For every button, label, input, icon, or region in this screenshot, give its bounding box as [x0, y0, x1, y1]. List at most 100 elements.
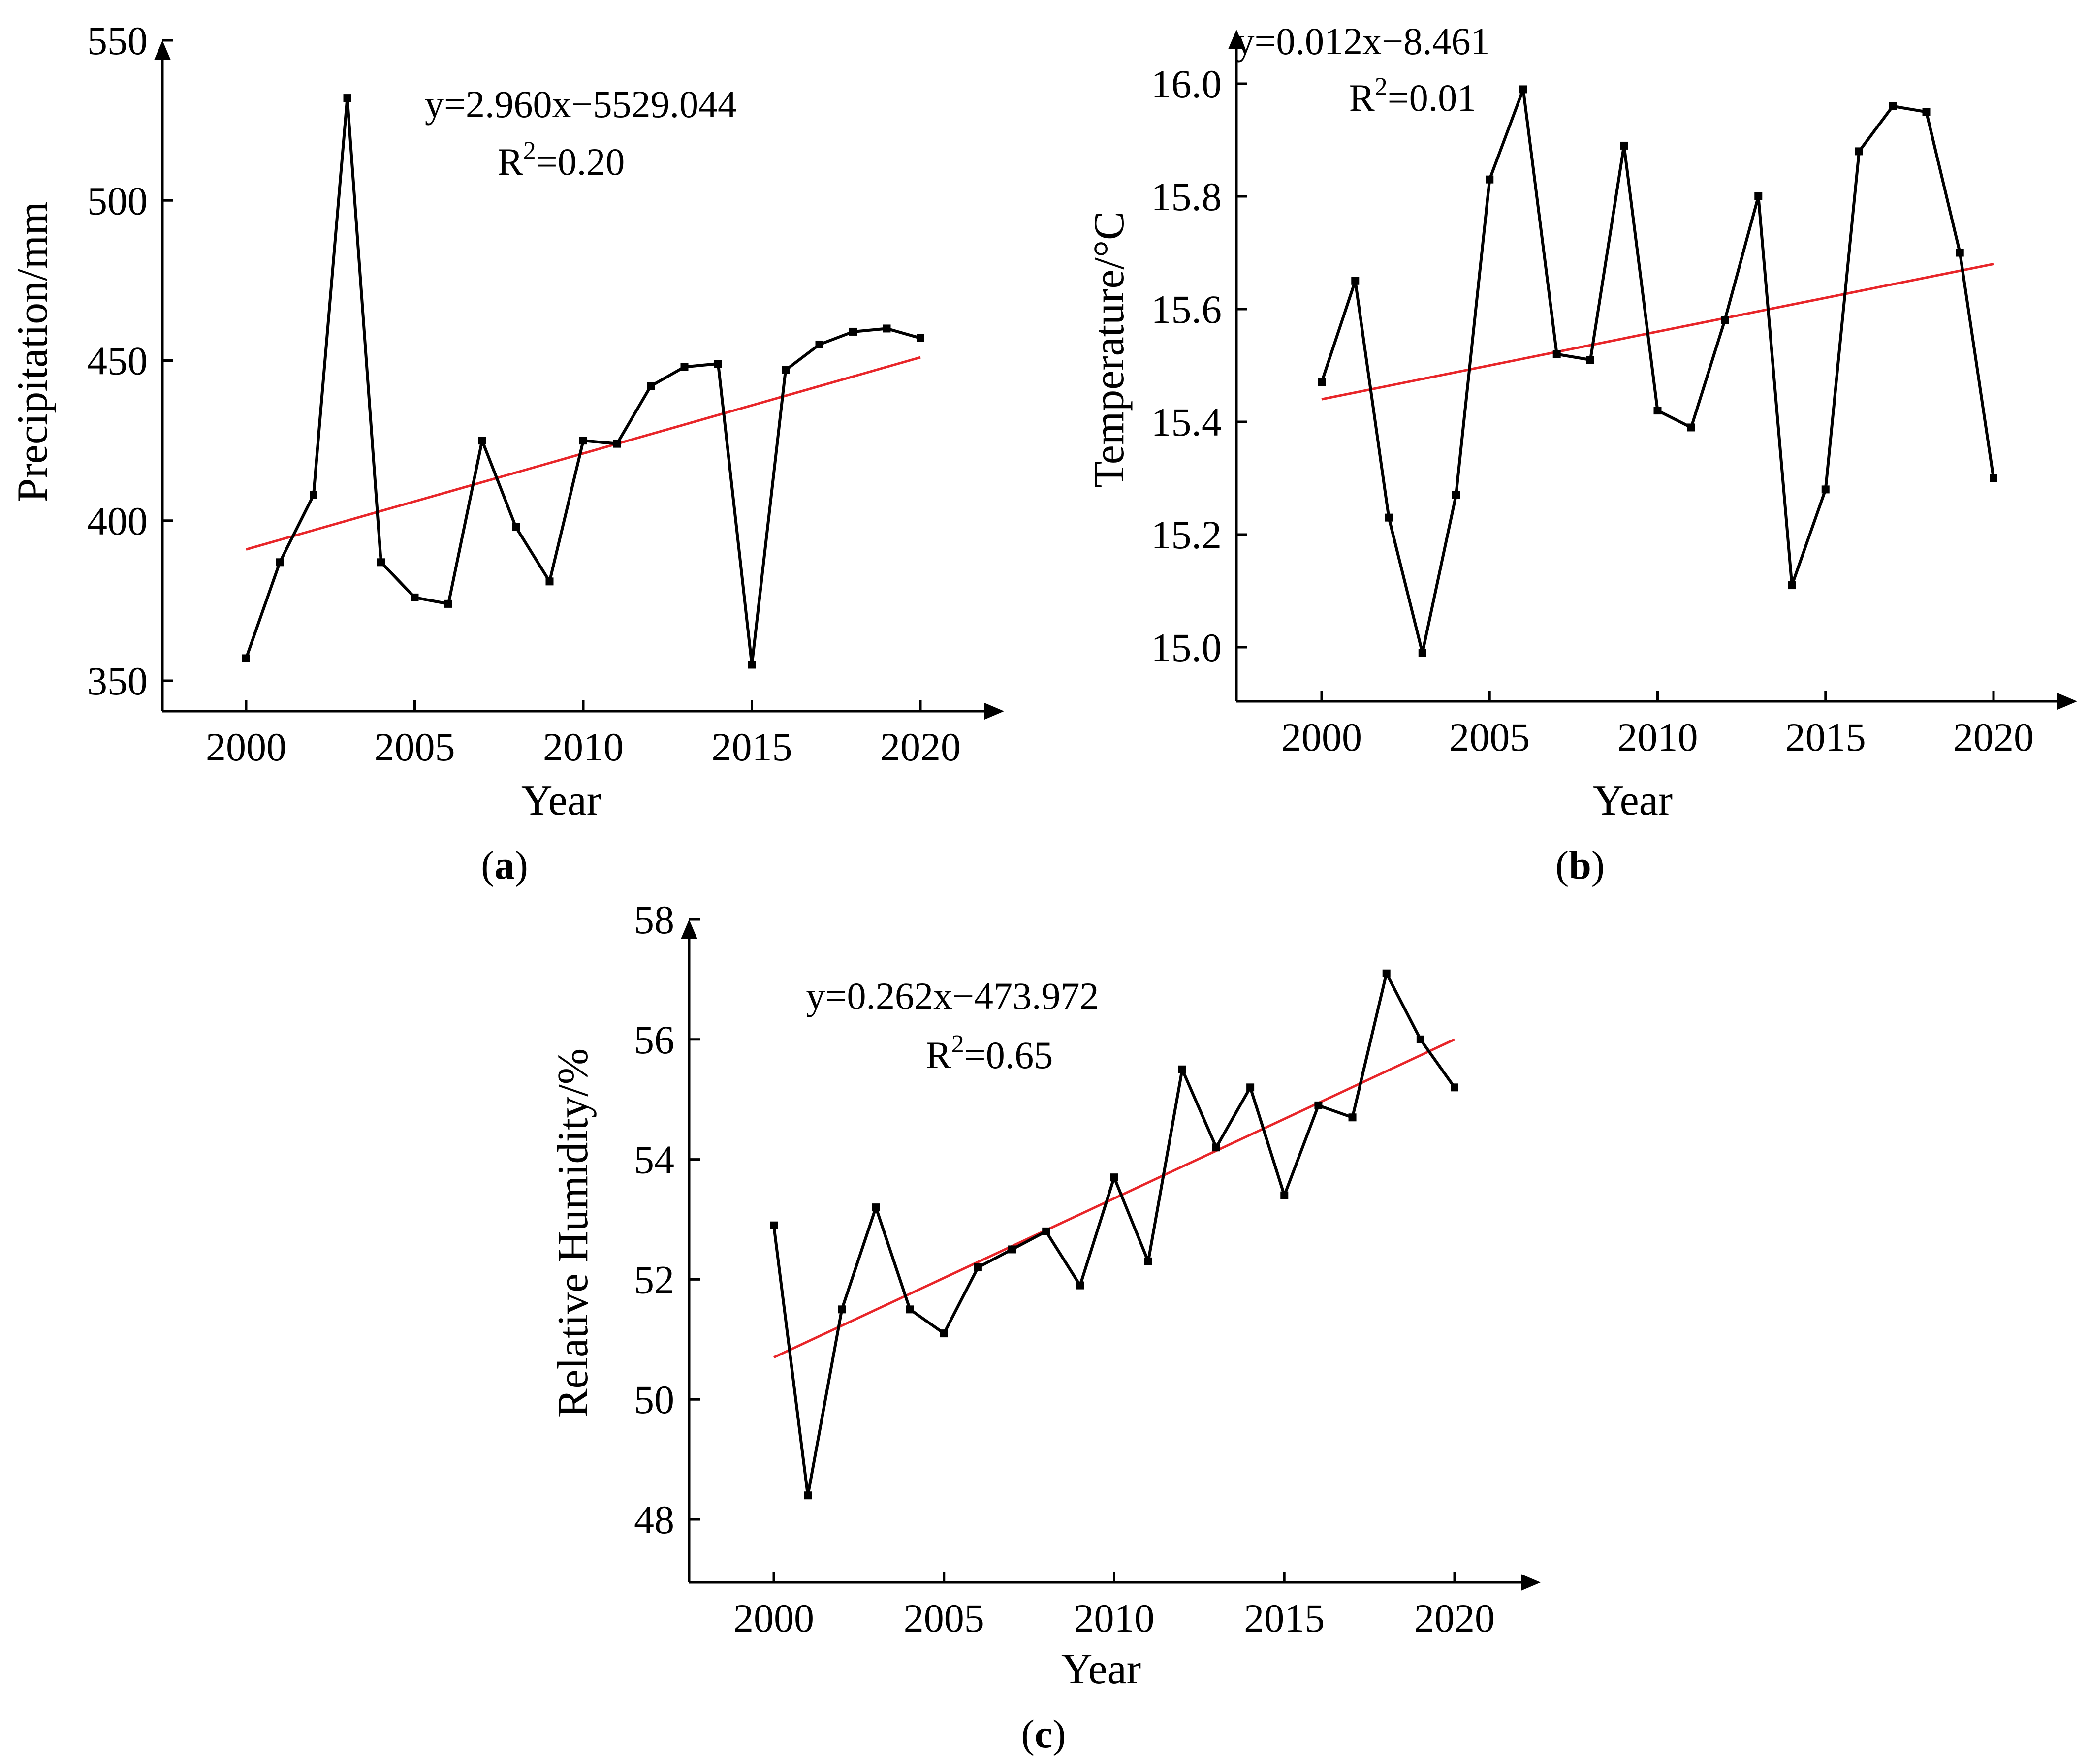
panel-c-y-tick-label: 50: [634, 1377, 674, 1422]
panel-c-data-point: [974, 1263, 982, 1272]
panel-c-data-point: [1280, 1191, 1289, 1199]
panel-a-r-squared: R2=0.20: [498, 137, 625, 183]
panel-a-data-point: [883, 324, 891, 333]
panel-b-data-point: [1687, 423, 1695, 432]
panel-c-data-point: [1110, 1173, 1118, 1182]
panel-b-data-point: [1519, 85, 1527, 94]
panel-c-data-point: [1382, 969, 1391, 977]
panel-c-x-tick-label: 2015: [1244, 1596, 1325, 1640]
panel-b-r-squared: R2=0.01: [1349, 73, 1477, 119]
panel-b-ticks-group: 2000 2005 2010 2015 2020 15.0 15.2 15.4 15.6 15.8…: [1151, 62, 2034, 759]
panel-b-caption-letter: b: [1569, 843, 1591, 887]
panel-a-caption-letter: a: [495, 843, 515, 887]
panel-c-trend-line: [773, 1038, 1456, 1359]
panel-c-caption-letter: c: [1035, 1711, 1052, 1756]
panel-b-series-line: [1320, 88, 1995, 655]
panel-a-x-tick-label: 2010: [543, 724, 624, 769]
panel-c-data-point: [1348, 1113, 1357, 1122]
panel-a-data-point: [276, 558, 284, 567]
panel-b-data-point: [1586, 356, 1594, 364]
panel-a-r-squared-sup: 2: [523, 137, 536, 165]
panel-a-data-point: [411, 593, 419, 601]
panel-b: 2000 2005 2010 2015 2020 15.0 15.2 15.4 15.6 15.8…: [1085, 20, 2077, 887]
panel-c-data-point: [1416, 1035, 1424, 1043]
panel-a-y-tick-label: 400: [87, 499, 148, 543]
panel-a-data-point: [310, 491, 317, 499]
panel-b-y-axis-title: Temperature/°C: [1085, 211, 1133, 488]
panel-a-data-point: [377, 558, 385, 567]
panel-b-data-point: [1855, 147, 1863, 156]
panel-c-data-point: [1076, 1281, 1084, 1290]
panel-b-axes: [1228, 30, 2077, 710]
panel-c-x-tick-label: 2020: [1414, 1596, 1495, 1640]
panel-a-data-point: [613, 440, 621, 448]
panel-c-data-point: [1451, 1083, 1458, 1092]
panel-c-r-squared-base: R: [926, 1034, 951, 1076]
panel-c-y-tick-label: 52: [634, 1257, 674, 1302]
panel-b-series-group: [1318, 85, 1997, 657]
panel-b-data-point: [1754, 192, 1763, 200]
panel-c-y-axis-title: Relative Humidity/%: [549, 1048, 597, 1418]
panel-c-trendline-group: [773, 1038, 1456, 1359]
panel-c-y-tick-label: 58: [634, 897, 674, 942]
panel-c-series-group: [770, 969, 1458, 1500]
panel-a-data-point: [849, 327, 857, 336]
panel-b-y-tick-label: 16.0: [1151, 62, 1222, 106]
panel-a-data-point: [478, 437, 486, 445]
panel-a-data-point: [748, 661, 756, 669]
panel-b-data-point: [1788, 581, 1796, 590]
panel-a-trendline-group: [246, 356, 921, 551]
panel-c-data-point: [1178, 1065, 1186, 1073]
panel-a-data-point: [242, 654, 250, 662]
panel-c-data-point: [838, 1305, 846, 1314]
panel-a-data-point: [815, 340, 823, 348]
panel-a-data-point: [579, 437, 587, 445]
panel-c-x-axis-arrow: [1521, 1574, 1541, 1591]
panel-b-x-tick-label: 2015: [1785, 715, 1866, 759]
panel-c-data-point: [1008, 1245, 1016, 1254]
panel-b-data-point: [1552, 350, 1561, 358]
panel-a-r-squared-value: =0.20: [536, 140, 625, 183]
panel-a-data-point: [545, 577, 554, 586]
panel-b-x-axis-title: Year: [1593, 777, 1673, 824]
panel-c-data-point: [872, 1203, 880, 1212]
panel-a-x-axis-title: Year: [521, 777, 601, 824]
panel-b-data-point: [1653, 407, 1662, 415]
panel-c-trend-equation: y=0.262x−473.972: [806, 975, 1099, 1017]
panel-b-y-tick-label: 15.4: [1151, 400, 1222, 444]
panel-b-data-point: [1351, 277, 1360, 285]
panel-b-data-point: [1620, 141, 1628, 150]
panel-b-y-axis-arrow: [1228, 30, 1245, 49]
panel-a-trend-equation: y=2.960x−5529.044: [425, 83, 737, 126]
panel-c-y-axis-arrow: [681, 919, 697, 939]
panel-c-r-squared: R2=0.65: [926, 1030, 1053, 1076]
panel-a-x-tick-label: 2020: [880, 724, 961, 769]
panel-c-y-tick-label: 48: [634, 1497, 674, 1542]
panel-b-data-point: [1922, 108, 1931, 116]
panel-a-data-point: [343, 94, 351, 102]
panel-b-trendline-group: [1321, 262, 1994, 401]
panel-b-data-point: [1418, 649, 1426, 657]
panel-b-x-tick-label: 2020: [1953, 715, 2034, 759]
panel-c-x-tick-label: 2000: [733, 1596, 814, 1640]
panel-a-data-point: [714, 360, 722, 368]
panel-c-r-squared-value: =0.65: [964, 1034, 1053, 1076]
panel-c-x-tick-label: 2005: [904, 1596, 984, 1640]
panel-b-x-axis-arrow: [2057, 693, 2077, 710]
panel-b-trend-line: [1321, 262, 1994, 401]
panel-c-caption: (c): [1021, 1711, 1066, 1756]
panel-a-x-tick-label: 2015: [712, 724, 792, 769]
panel-a-axes: [154, 40, 1004, 720]
panel-a-y-tick-label: 500: [87, 178, 148, 223]
panel-b-data-point: [1385, 513, 1393, 522]
panel-b-y-tick-label: 15.2: [1151, 512, 1222, 557]
panel-c-y-tick-label: 54: [634, 1137, 674, 1182]
panel-a-data-point: [917, 334, 924, 342]
panel-c-y-tick-label: 56: [634, 1017, 674, 1062]
panel-a-x-axis-arrow: [984, 703, 1004, 720]
panel-a-y-tick-label: 350: [87, 659, 148, 703]
panel-b-r-squared-value: =0.01: [1388, 76, 1477, 119]
panel-b-y-tick-label: 15.6: [1151, 287, 1222, 332]
